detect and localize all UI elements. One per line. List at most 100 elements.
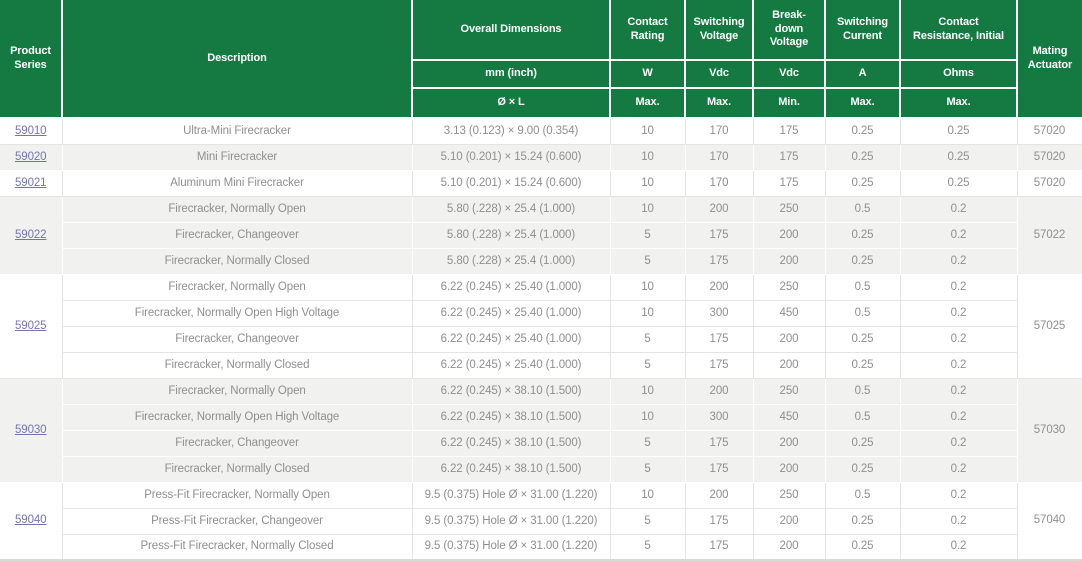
dimensions-cell: 6.22 (0.245) × 38.10 (1.500) bbox=[412, 378, 611, 405]
contact-rating-cell: 5 bbox=[610, 352, 686, 379]
dimensions-cell: 5.80 (.228) × 25.4 (1.000) bbox=[412, 248, 611, 275]
limit-switching-voltage-label: Max. bbox=[706, 96, 732, 109]
switching-voltage-cell: 300 bbox=[685, 300, 754, 327]
contact-resistance-cell: 0.2 bbox=[900, 248, 1018, 275]
description-cell: Firecracker, Normally Closed bbox=[62, 352, 413, 379]
table-row: Firecracker, Normally Closed 5.80 (.228) … bbox=[0, 248, 1082, 275]
product-series-link[interactable]: 59021 bbox=[15, 176, 47, 189]
table-row: 59021 Aluminum Mini Firecracker 5.10 (0.20… bbox=[0, 170, 1082, 197]
table-row: Firecracker, Changeover 6.22 (0.245) × 25… bbox=[0, 326, 1082, 353]
table-row: Firecracker, Normally Closed 6.22 (0.245)… bbox=[0, 352, 1082, 379]
contact-resistance-cell: 0.2 bbox=[900, 378, 1018, 405]
limit-contact-resistance-label: Max. bbox=[946, 96, 971, 109]
product-series-link[interactable]: 59040 bbox=[15, 514, 47, 527]
switching-current-cell: 0.5 bbox=[825, 196, 901, 223]
switching-voltage-cell: 175 bbox=[685, 222, 754, 249]
header-row-limits: Ø × L Max. Max. Min. Max. Max. bbox=[0, 87, 1082, 119]
contact-rating-cell: 5 bbox=[610, 534, 686, 561]
unit-breakdown-voltage-label: Vdc bbox=[779, 67, 799, 80]
table-row: Firecracker, Normally Closed 6.22 (0.245)… bbox=[0, 456, 1082, 483]
contact-resistance-cell: 0.25 bbox=[900, 118, 1018, 145]
breakdown-voltage-cell: 175 bbox=[753, 170, 826, 197]
switching-voltage-cell: 175 bbox=[685, 326, 754, 353]
switching-current-cell: 0.25 bbox=[825, 170, 901, 197]
mating-actuator-cell: 57030 bbox=[1017, 378, 1082, 483]
switching-current-cell: 0.25 bbox=[825, 508, 901, 535]
table-row: Firecracker, Normally Open High Voltage 6… bbox=[0, 300, 1082, 327]
limit-dimensions: Ø × L bbox=[411, 87, 611, 119]
product-series-link[interactable]: 59030 bbox=[15, 423, 47, 436]
breakdown-voltage-cell: 200 bbox=[753, 222, 826, 249]
breakdown-voltage-cell: 450 bbox=[753, 404, 826, 431]
description-cell: Press-Fit Firecracker, Normally Open bbox=[62, 482, 413, 509]
table-row: 59025 Firecracker, Normally Open 6.22 (0.2… bbox=[0, 274, 1082, 379]
dimensions-cell: 6.22 (0.245) × 38.10 (1.500) bbox=[412, 430, 611, 457]
mating-actuator-cell: 57020 bbox=[1017, 118, 1082, 145]
contact-resistance-cell: 0.2 bbox=[900, 456, 1018, 483]
switching-current-cell: 0.5 bbox=[825, 482, 901, 509]
limit-contact-resistance: Max. bbox=[899, 87, 1018, 119]
table-row: Firecracker, Normally Open High Voltage 6… bbox=[0, 404, 1082, 431]
limit-contact-rating: Max. bbox=[609, 87, 686, 119]
contact-rating-cell: 10 bbox=[610, 144, 686, 171]
breakdown-voltage-cell: 200 bbox=[753, 534, 826, 561]
breakdown-voltage-cell: 250 bbox=[753, 274, 826, 301]
description-cell: Firecracker, Changeover bbox=[62, 222, 413, 249]
col-header-breakdown-voltage-label: Break- down Voltage bbox=[769, 8, 809, 49]
contact-rating-cell: 10 bbox=[610, 274, 686, 301]
unit-switching-current-label: A bbox=[858, 67, 867, 80]
product-series-link[interactable]: 59025 bbox=[15, 319, 47, 332]
table-row: Firecracker, Changeover 5.80 (.228) × 25.… bbox=[0, 222, 1082, 249]
table-row: 59010 Ultra-Mini Firecracker 3.13 (0.123) … bbox=[0, 118, 1082, 145]
switching-voltage-cell: 175 bbox=[685, 248, 754, 275]
table-row: Firecracker, Changeover 6.22 (0.245) × 38… bbox=[0, 430, 1082, 457]
table-row: Press-Fit Firecracker, Changeover 9.5 (0.… bbox=[0, 508, 1082, 535]
breakdown-voltage-cell: 200 bbox=[753, 248, 826, 275]
product-series-cell: 59021 bbox=[0, 170, 63, 197]
mating-actuator-cell: 57022 bbox=[1017, 196, 1082, 275]
breakdown-voltage-cell: 250 bbox=[753, 196, 826, 223]
contact-resistance-cell: 0.2 bbox=[900, 222, 1018, 249]
contact-resistance-cell: 0.2 bbox=[900, 508, 1018, 535]
description-cell: Ultra-Mini Firecracker bbox=[62, 118, 413, 145]
product-series-link[interactable]: 59022 bbox=[15, 228, 47, 241]
switching-voltage-cell: 200 bbox=[685, 482, 754, 509]
switching-current-cell: 0.25 bbox=[825, 248, 901, 275]
contact-resistance-cell: 0.2 bbox=[900, 534, 1018, 561]
col-header-switching-voltage: Switching Voltage bbox=[684, 0, 754, 61]
switching-voltage-cell: 175 bbox=[685, 534, 754, 561]
contact-rating-cell: 10 bbox=[610, 118, 686, 145]
description-cell: Press-Fit Firecracker, Normally Closed bbox=[62, 534, 413, 561]
contact-resistance-cell: 0.2 bbox=[900, 352, 1018, 379]
contact-resistance-cell: 0.2 bbox=[900, 326, 1018, 353]
switching-voltage-cell: 170 bbox=[685, 170, 754, 197]
breakdown-voltage-cell: 200 bbox=[753, 456, 826, 483]
dimensions-cell: 5.80 (.228) × 25.4 (1.000) bbox=[412, 196, 611, 223]
product-series-cell: 59025 bbox=[0, 274, 63, 379]
unit-switching-voltage: Vdc bbox=[684, 59, 754, 89]
table-header: Product Series Description Overall Dimen… bbox=[0, 0, 1082, 119]
table-row: 59020 Mini Firecracker 5.10 (0.201) × 15.2… bbox=[0, 144, 1082, 171]
switching-current-cell: 0.5 bbox=[825, 404, 901, 431]
description-cell: Firecracker, Normally Closed bbox=[62, 248, 413, 275]
table-row: 59030 Firecracker, Normally Open 6.22 (0.2… bbox=[0, 378, 1082, 483]
col-header-switching-current: Switching Current bbox=[824, 0, 901, 61]
dimensions-cell: 6.22 (0.245) × 38.10 (1.500) bbox=[412, 456, 611, 483]
product-series-link[interactable]: 59020 bbox=[15, 150, 47, 163]
unit-dimensions-label: mm (inch) bbox=[485, 67, 537, 80]
switching-voltage-cell: 175 bbox=[685, 430, 754, 457]
switching-voltage-cell: 175 bbox=[685, 508, 754, 535]
description-cell: Aluminum Mini Firecracker bbox=[62, 170, 413, 197]
table-row: 59022 Firecracker, Normally Open 5.80 (.22… bbox=[0, 196, 1082, 275]
dimensions-cell: 6.22 (0.245) × 25.40 (1.000) bbox=[412, 300, 611, 327]
dimensions-cell: 5.10 (0.201) × 15.24 (0.600) bbox=[412, 170, 611, 197]
description-cell: Press-Fit Firecracker, Changeover bbox=[62, 508, 413, 535]
limit-switching-voltage: Max. bbox=[684, 87, 754, 119]
switching-voltage-cell: 200 bbox=[685, 274, 754, 301]
product-series-link[interactable]: 59010 bbox=[15, 124, 47, 137]
contact-rating-cell: 10 bbox=[610, 482, 686, 509]
col-header-description: Description bbox=[61, 0, 413, 119]
product-series-cell: 59020 bbox=[0, 144, 63, 171]
switching-voltage-cell: 170 bbox=[685, 118, 754, 145]
